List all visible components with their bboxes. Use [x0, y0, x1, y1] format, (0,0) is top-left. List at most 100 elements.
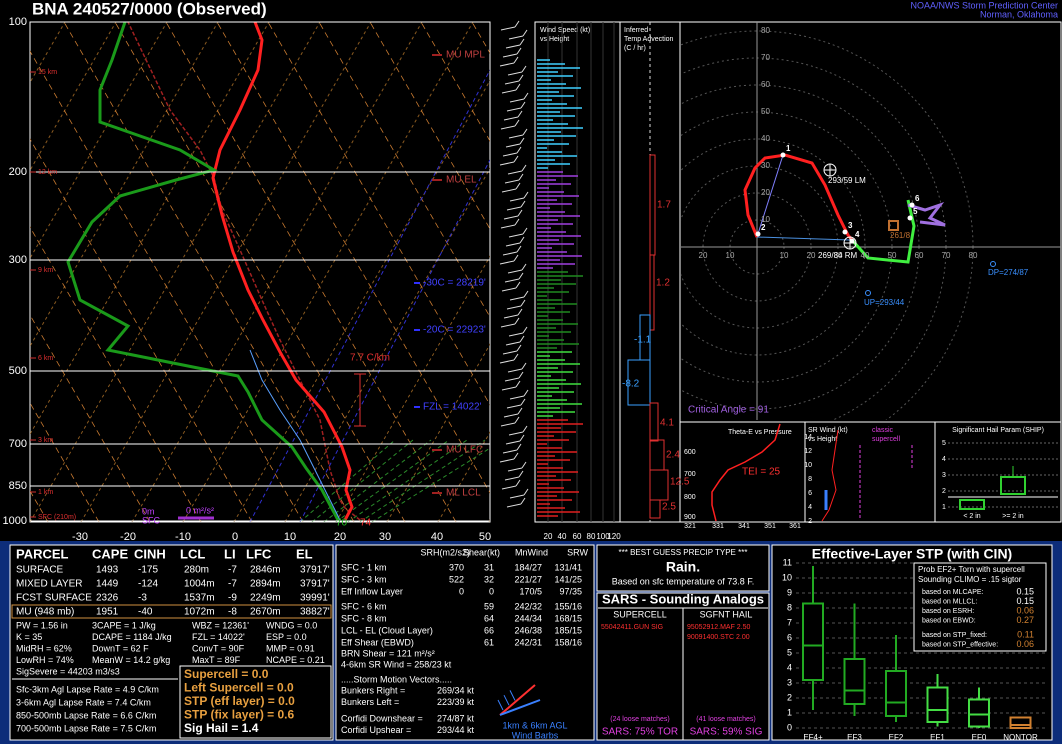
- ship-tick: 1: [942, 504, 946, 511]
- isotherm: [30, 22, 117, 172]
- barb-label: 1km & 6km AGL: [502, 720, 567, 730]
- sr-height: 12: [804, 448, 812, 455]
- advection-value: 4.1: [660, 418, 674, 429]
- wind-barb: [523, 191, 529, 199]
- isotherm-label: -20C = 22923': [423, 325, 486, 336]
- column-header: CINH: [134, 546, 166, 561]
- wind-barb: [501, 485, 517, 490]
- theta-pressure: 600: [684, 449, 696, 456]
- index: DownT = 62 F: [92, 643, 149, 653]
- wind-barb: [514, 20, 520, 28]
- lapse-rate: 850-500mb Lapse Rate = 6.6 C/km: [16, 710, 156, 720]
- advection-box: [627, 359, 651, 406]
- wind-barb: [506, 404, 522, 409]
- parcel-cell: 1072m: [184, 607, 215, 618]
- wind-barb: [502, 251, 518, 256]
- ring-label: 10: [780, 251, 789, 260]
- hodo-trace: [907, 202, 946, 227]
- panel-title: vs Height: [540, 36, 569, 43]
- pressure-label: 500: [9, 365, 27, 377]
- wind-barb: [522, 227, 528, 235]
- parcel-cell: 37917': [300, 565, 330, 576]
- wind-barb: [514, 119, 520, 127]
- panel-title: Theta-E vs Pressure: [728, 429, 792, 436]
- ring-label: 50: [761, 107, 770, 116]
- sfc-dewpoint: 70: [336, 518, 348, 529]
- temperature-label: 50: [479, 531, 491, 543]
- stp-box: [968, 698, 990, 728]
- column-header: LI: [224, 546, 236, 561]
- stp-tick: 6: [787, 632, 792, 642]
- isotherm-label: -30C = 28219': [423, 278, 486, 289]
- vector-value: 293/44 kt: [437, 725, 475, 735]
- composite-index: Supercell = 0.0: [184, 667, 269, 681]
- wind-barb: [508, 431, 524, 436]
- wind-barb: [513, 353, 519, 361]
- wind-barb: [500, 224, 516, 229]
- stp-box: [926, 686, 949, 723]
- stat-label: based on STP_fixed:: [922, 632, 987, 639]
- panel-title: Inferred: [624, 27, 648, 34]
- parcel-cell: -124: [138, 579, 158, 590]
- wind-barb: [515, 83, 521, 91]
- advection-value: 1.2: [656, 278, 670, 289]
- temperature-label: 30: [379, 531, 391, 543]
- advection-box: [649, 402, 659, 442]
- stp-category: EF4+: [803, 733, 823, 742]
- surface-label: 0m: [142, 506, 155, 516]
- index: PW = 1.56 in: [16, 620, 68, 630]
- wind-barb: [518, 74, 524, 82]
- theta-pressure: 700: [684, 471, 696, 478]
- height-label: 1 km: [38, 489, 53, 496]
- ring-label: 70: [942, 251, 951, 260]
- sr-height: 2: [808, 518, 812, 525]
- kinematic-cell: 184/27: [514, 562, 542, 572]
- wind-barb: [499, 62, 515, 67]
- temperature-label: -30: [72, 531, 88, 543]
- hodo-label: UP=293/44: [864, 298, 905, 307]
- sars-column: SGFNT HAIL: [700, 609, 753, 619]
- column-header: Shear(kt): [463, 547, 500, 557]
- ring-label: 40: [761, 134, 770, 143]
- pressure-label: 850: [9, 480, 27, 492]
- wind-barb: [520, 200, 526, 208]
- kinematic-cell: 155/16: [554, 601, 582, 611]
- wind-barb: [500, 422, 516, 427]
- parcel-cell: -8: [228, 607, 237, 618]
- reference-line: [299, 159, 490, 522]
- wind-barb: [521, 263, 527, 271]
- wind-barb: [501, 386, 517, 391]
- advection-box: [649, 499, 661, 519]
- kinematic-cell: SFC - 1 km: [341, 562, 387, 572]
- isotherm: [386, 343, 490, 522]
- level-label: MU MPL: [446, 50, 485, 61]
- stp-legend: [913, 562, 1047, 652]
- stp-box: [1009, 716, 1032, 729]
- stp-tick: 11: [783, 557, 792, 567]
- wind-barb: [522, 326, 528, 334]
- skewt-plot: [30, 22, 490, 522]
- ship-tick: 2: [942, 488, 946, 495]
- wind-barb: [517, 209, 523, 217]
- wind-barb: [507, 269, 523, 274]
- stp-tick: 9: [787, 587, 792, 597]
- ship-bin: < 2 in: [963, 513, 980, 520]
- stat-value: 0.06: [1016, 605, 1034, 615]
- hodo-point-label: 4: [855, 230, 860, 239]
- hodograph: [681, 22, 1061, 420]
- hodo-label: 293/59 LM: [828, 176, 866, 185]
- index: SigSevere = 44203 m3/s3: [16, 666, 120, 676]
- wind-barb: [513, 452, 519, 460]
- wind-barb: [508, 332, 524, 337]
- wind-barb: [521, 65, 527, 73]
- temperature-label: 0: [232, 531, 238, 543]
- advection-value: 12.5: [670, 477, 690, 488]
- wind-barb: [519, 434, 525, 442]
- kinematic-text: 4-6km SR Wind = 258/23 kt: [341, 659, 452, 669]
- dry-adiabat: [369, 22, 490, 230]
- column-header: MnWind: [515, 547, 548, 557]
- info-panel: [9, 544, 334, 741]
- stat-label: based on STP_effective:: [922, 641, 998, 648]
- speed-label: 20: [544, 532, 553, 541]
- composite-index: STP (eff layer) = 0.0: [184, 694, 295, 708]
